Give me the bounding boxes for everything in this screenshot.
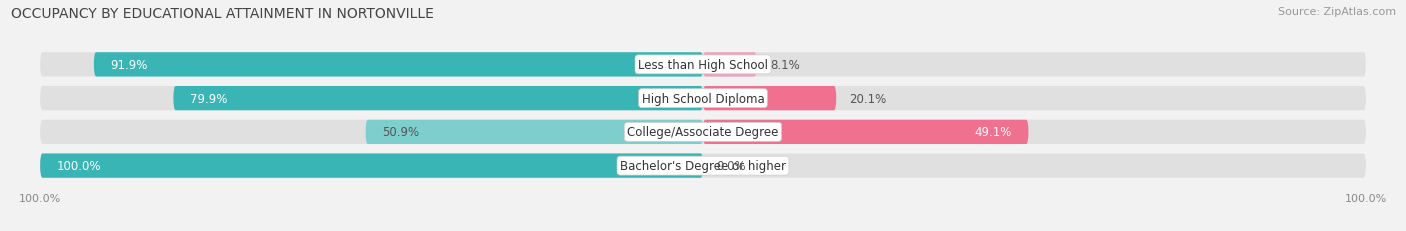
FancyBboxPatch shape xyxy=(41,87,1365,111)
FancyBboxPatch shape xyxy=(173,87,703,111)
Text: College/Associate Degree: College/Associate Degree xyxy=(627,126,779,139)
Text: Source: ZipAtlas.com: Source: ZipAtlas.com xyxy=(1278,7,1396,17)
Text: 91.9%: 91.9% xyxy=(111,59,148,72)
Text: Bachelor's Degree or higher: Bachelor's Degree or higher xyxy=(620,159,786,172)
Text: Less than High School: Less than High School xyxy=(638,59,768,72)
Text: 49.1%: 49.1% xyxy=(974,126,1012,139)
FancyBboxPatch shape xyxy=(94,53,703,77)
FancyBboxPatch shape xyxy=(41,154,1365,178)
FancyBboxPatch shape xyxy=(703,87,837,111)
FancyBboxPatch shape xyxy=(41,120,1365,144)
Text: 20.1%: 20.1% xyxy=(849,92,887,105)
FancyBboxPatch shape xyxy=(366,120,703,144)
Text: 79.9%: 79.9% xyxy=(190,92,228,105)
FancyBboxPatch shape xyxy=(41,154,703,178)
Text: 50.9%: 50.9% xyxy=(382,126,419,139)
Text: OCCUPANCY BY EDUCATIONAL ATTAINMENT IN NORTONVILLE: OCCUPANCY BY EDUCATIONAL ATTAINMENT IN N… xyxy=(11,7,434,21)
Text: 0.0%: 0.0% xyxy=(716,159,745,172)
FancyBboxPatch shape xyxy=(41,53,1365,77)
FancyBboxPatch shape xyxy=(703,120,1028,144)
Text: 100.0%: 100.0% xyxy=(56,159,101,172)
Text: 8.1%: 8.1% xyxy=(770,59,800,72)
FancyBboxPatch shape xyxy=(703,53,756,77)
Text: High School Diploma: High School Diploma xyxy=(641,92,765,105)
